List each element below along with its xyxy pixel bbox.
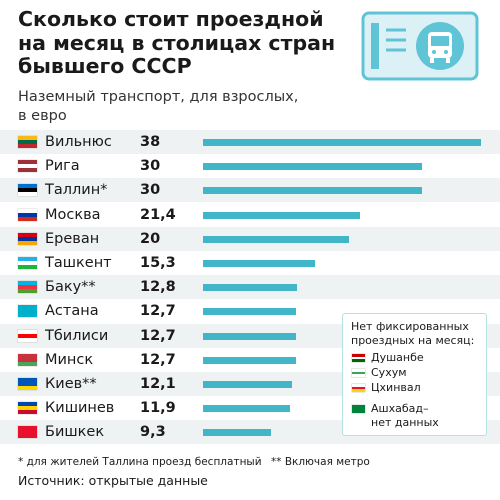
fare-bar [203,429,272,437]
country-flag-icon [18,257,37,269]
fare-bar [203,187,423,195]
footnote-tallinn: * для жителей Таллина проезд бесплатный [18,456,262,468]
fare-bar [203,260,315,267]
value-label: 11,9 [140,400,176,417]
value-label: 12,7 [140,303,176,320]
legend-item: Душанбе [351,351,478,366]
legend-flag-icon [352,405,365,413]
country-flag-icon [18,160,37,173]
page-title: Сколько стоит проездной на месяц в столи… [18,7,336,78]
legend-item: Сухум [351,366,478,381]
chart-row: Минск 12,7 [0,348,500,372]
footnote-metro: ** Включая метро [271,456,370,468]
city-label: Тбилиси [45,327,109,344]
value-label: 15,3 [140,255,176,271]
legend-label: Сухум [371,366,407,379]
legend-flag-icon [352,369,365,377]
country-flag-icon [18,208,37,221]
country-flag-icon [18,426,37,439]
legend-flag-icon [352,354,365,362]
fare-bar [203,163,423,171]
fare-bar [203,211,360,219]
chart-row: Баку** 12,8 [0,275,500,300]
chart-row: Ташкент 15,3 [0,251,500,275]
country-flag-icon [18,305,37,318]
chart-row: Рига 30 [0,154,500,178]
country-flag-icon [18,378,37,390]
city-label: Баку** [45,279,96,296]
city-label: Ташкент [45,255,112,271]
chart-row: Кишинев 11,9 [0,396,500,420]
value-label: 20 [140,230,161,247]
city-label: Москва [45,206,101,223]
country-flag-icon [18,329,37,342]
country-flag-icon [18,232,37,245]
value-label: 30 [140,182,161,199]
chart-row: Ереван 20 [0,226,500,251]
country-flag-icon [18,353,37,366]
city-label: Ереван [45,230,100,247]
value-label: 12,1 [140,376,176,392]
city-label: Киев** [45,376,97,392]
value-label: 12,7 [140,351,176,368]
fare-bar-chart: Вильнюс 38 Рига 30 Таллин* 30 Москва 21,4 Ереван… [0,130,500,450]
source-note: Источник: открытые данные [18,473,208,488]
country-flag-icon [18,136,37,148]
city-label: Кишинев [45,400,115,417]
chart-row: Вильнюс 38 [0,130,500,154]
legend-item: Ашхабад– нет данных [351,402,478,430]
country-flag-icon [18,281,37,294]
city-label: Астана [45,303,99,320]
city-label: Вильнюс [45,134,112,150]
value-label: 30 [140,158,161,175]
country-flag-icon [18,184,37,197]
fare-bar [203,356,296,364]
city-label: Минск [45,351,94,368]
chart-row: Москва 21,4 [0,203,500,227]
no-monthly-pass-legend: Нет фиксированных проездных на месяц: Ду… [342,313,487,436]
country-flag-icon [18,402,37,415]
value-label: 9,3 [140,424,166,441]
chart-row: Астана 12,7 [0,299,500,323]
value-label: 38 [140,134,161,150]
chart-row: Таллин* 30 [0,178,500,203]
fare-bar [203,235,350,243]
value-label: 12,8 [140,279,176,296]
city-label: Рига [45,158,80,175]
fare-bar [203,381,292,388]
fare-bar [203,308,296,316]
fare-bar [203,405,291,413]
city-label: Бишкек [45,424,105,441]
fare-bar [203,332,296,340]
page-subtitle: Наземный транспорт, для взрослых, в евро [18,89,299,124]
legend-label: Цхинвал [371,381,421,394]
fare-bar [203,139,481,146]
legend-label: Ашхабад– нет данных [371,402,439,429]
value-label: 12,7 [140,327,176,344]
legend-label: Душанбе [371,351,424,364]
legend-title: Нет фиксированных проездных на месяц: [351,320,475,347]
legend-flag-icon [352,384,365,392]
legend-item: Цхинвал [351,381,478,396]
bus-ticket-icon [361,11,479,81]
fare-bar [203,284,297,292]
city-label: Таллин* [45,182,108,199]
value-label: 21,4 [140,206,176,223]
